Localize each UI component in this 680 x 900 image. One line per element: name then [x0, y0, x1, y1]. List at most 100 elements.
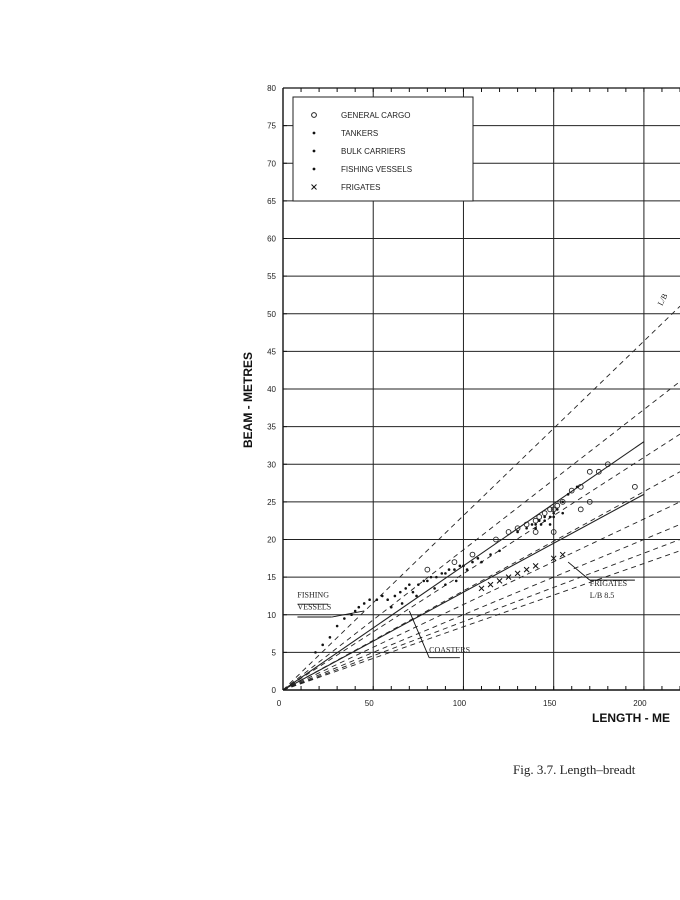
legend-box	[292, 96, 474, 202]
y-tick-label: 40	[267, 385, 276, 394]
point-bulk-carriers	[561, 511, 565, 515]
point-fishing-vessels	[476, 557, 480, 560]
legend-marker-circle	[311, 112, 317, 118]
point-general-cargo	[523, 521, 530, 528]
point-frigate	[505, 574, 512, 580]
point-frigate	[532, 562, 539, 569]
point-general-cargo	[514, 525, 521, 532]
y-tick-label: 55	[267, 272, 276, 281]
y-tick-label: 30	[267, 460, 276, 469]
point-general-cargo	[532, 529, 539, 535]
legend-label: FRIGATES	[341, 183, 380, 192]
legend-marker-cross	[311, 184, 317, 190]
point-fishing-vessels	[389, 605, 393, 609]
point-fishing-vessels	[343, 617, 346, 620]
tick-labels: 0 5 10 15 20 25 30 35 40 45 50 55 60 65 70 75 80 0 50 100 15…	[267, 84, 647, 708]
point-general-cargo	[469, 551, 476, 558]
point-bulk-carriers	[548, 523, 552, 526]
x-tick-label: 100	[453, 699, 467, 708]
point-fishing-vessels	[480, 560, 483, 564]
point-fishing-vessels	[444, 572, 447, 575]
point-general-cargo	[493, 536, 499, 543]
annotation-label: COASTERS	[429, 645, 470, 654]
x-axis-title: LENGTH - ME	[592, 711, 670, 725]
point-general-cargo	[547, 506, 553, 513]
point-frigate-stroke	[550, 555, 557, 562]
annotation-pointer	[331, 610, 365, 618]
legend-marker-dot	[312, 167, 316, 171]
point-frigate	[514, 570, 521, 577]
point-tankers	[525, 526, 528, 530]
annotation-label: L/B 8.5	[590, 591, 614, 600]
point-bulk-carriers	[534, 526, 537, 530]
point-frigate	[559, 551, 566, 558]
point-tankers	[543, 515, 546, 519]
point-general-cargo	[536, 514, 543, 520]
point-fishing-vessels	[465, 568, 469, 571]
point-frigate	[523, 566, 530, 573]
point-fishing-vessels	[314, 651, 317, 654]
axes	[282, 87, 680, 691]
point-fishing-vessels	[429, 575, 433, 579]
point-frigate-stroke	[559, 551, 566, 558]
y-tick-label: 15	[267, 573, 276, 582]
point-frigate	[478, 585, 485, 592]
trend-line	[283, 493, 645, 690]
point-fishing-vessels	[350, 613, 353, 617]
point-general-cargo	[559, 499, 566, 505]
point-tankers	[530, 523, 534, 526]
point-fishing-vessels	[328, 636, 332, 639]
point-bulk-carriers	[552, 515, 555, 519]
ratio-line-dashed	[283, 550, 680, 690]
point-fishing-vessels	[380, 594, 384, 598]
y-tick-label: 60	[267, 235, 276, 244]
point-frigate-stroke	[487, 581, 494, 588]
point-general-cargo	[568, 487, 575, 494]
point-fishing-vessels	[321, 643, 325, 647]
point-fishing-vessels	[458, 564, 462, 568]
annotation-label: FRIGATES	[590, 579, 627, 588]
point-fishing-vessels	[454, 579, 458, 583]
ratio-line-dashed	[283, 471, 680, 690]
point-fishing-vessels	[393, 594, 397, 598]
x-tick-label: 50	[365, 699, 374, 708]
point-fishing-vessels	[422, 579, 426, 583]
ratio-line-dashed	[283, 381, 680, 690]
point-fishing-vessels	[426, 579, 429, 583]
y-tick-label: 65	[267, 197, 276, 206]
point-fishing-vessels	[375, 598, 379, 601]
point-frigate	[487, 581, 494, 588]
y-tick-label: 25	[267, 498, 276, 507]
point-frigate	[550, 555, 557, 562]
point-fishing-vessels	[386, 598, 389, 601]
point-fishing-vessels	[400, 602, 404, 605]
point-frigate-stroke	[514, 570, 521, 577]
point-frigate	[496, 578, 503, 584]
legend: GENERAL CARGO TANKERS BULK CARRIERS FISHING…	[292, 96, 474, 202]
annotation-pointer	[567, 561, 591, 581]
point-general-cargo	[541, 510, 548, 517]
point-tankers	[516, 530, 519, 534]
point-fishing-vessels	[353, 609, 357, 613]
ratio-line-dashed	[283, 539, 680, 690]
y-tick-label: 5	[272, 648, 277, 657]
y-tick-label: 45	[267, 347, 276, 356]
point-tankers	[537, 519, 541, 522]
point-fishing-vessels	[489, 553, 492, 556]
legend-marker-dot	[312, 149, 316, 153]
point-tankers	[552, 511, 555, 515]
point-fishing-vessels	[398, 590, 402, 594]
point-fishing-vessels	[357, 605, 361, 609]
legend-label: FISHING VESSELS	[341, 165, 412, 174]
point-frigate-stroke	[532, 562, 539, 569]
x-tick-label: 150	[543, 699, 557, 708]
point-general-cargo	[586, 468, 593, 475]
ratio-line-dashed	[283, 524, 680, 690]
point-tankers	[561, 500, 565, 504]
x-tick-label: 0	[277, 699, 282, 708]
y-axis-title: BEAM - METRES	[241, 352, 255, 448]
point-general-cargo	[505, 529, 512, 535]
point-fishing-vessels	[335, 624, 339, 628]
point-general-cargo	[595, 468, 602, 475]
